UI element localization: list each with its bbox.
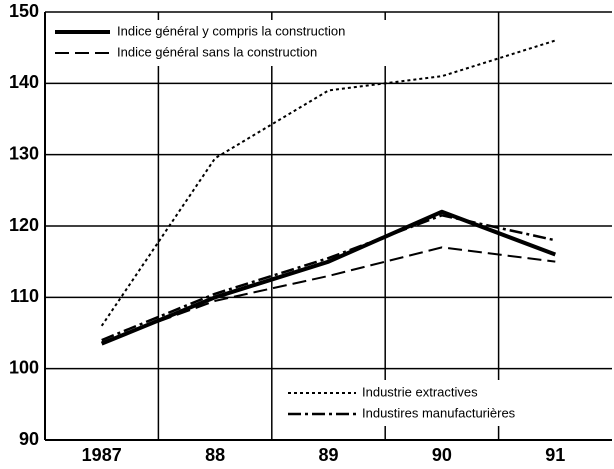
legend-label: Industires manufacturières	[362, 405, 516, 420]
y-tick-label: 100	[9, 357, 39, 377]
series-line	[101, 214, 556, 342]
y-tick-label: 110	[10, 286, 39, 306]
x-tick-label: 89	[318, 445, 338, 465]
y-tick-label: 140	[9, 72, 39, 92]
y-tick-label: 120	[9, 215, 39, 235]
legend-background	[282, 380, 607, 426]
y-tick-label: 130	[9, 143, 39, 163]
y-tick-label: 150	[9, 1, 39, 21]
legend-label: Industrie extractives	[362, 384, 478, 399]
x-tick-label: 88	[205, 445, 225, 465]
legend-label: Indice général sans la construction	[117, 44, 317, 59]
legend-label: Indice général y compris la construction	[117, 23, 345, 38]
x-tick-label: 90	[432, 445, 452, 465]
x-tick-label: 1987	[82, 445, 122, 465]
x-tick-label: 91	[545, 445, 565, 465]
y-tick-label: 90	[19, 429, 39, 449]
series-line	[101, 246, 556, 344]
series-line	[100, 209, 557, 346]
series-line	[100, 39, 556, 327]
legend-background	[50, 20, 445, 66]
